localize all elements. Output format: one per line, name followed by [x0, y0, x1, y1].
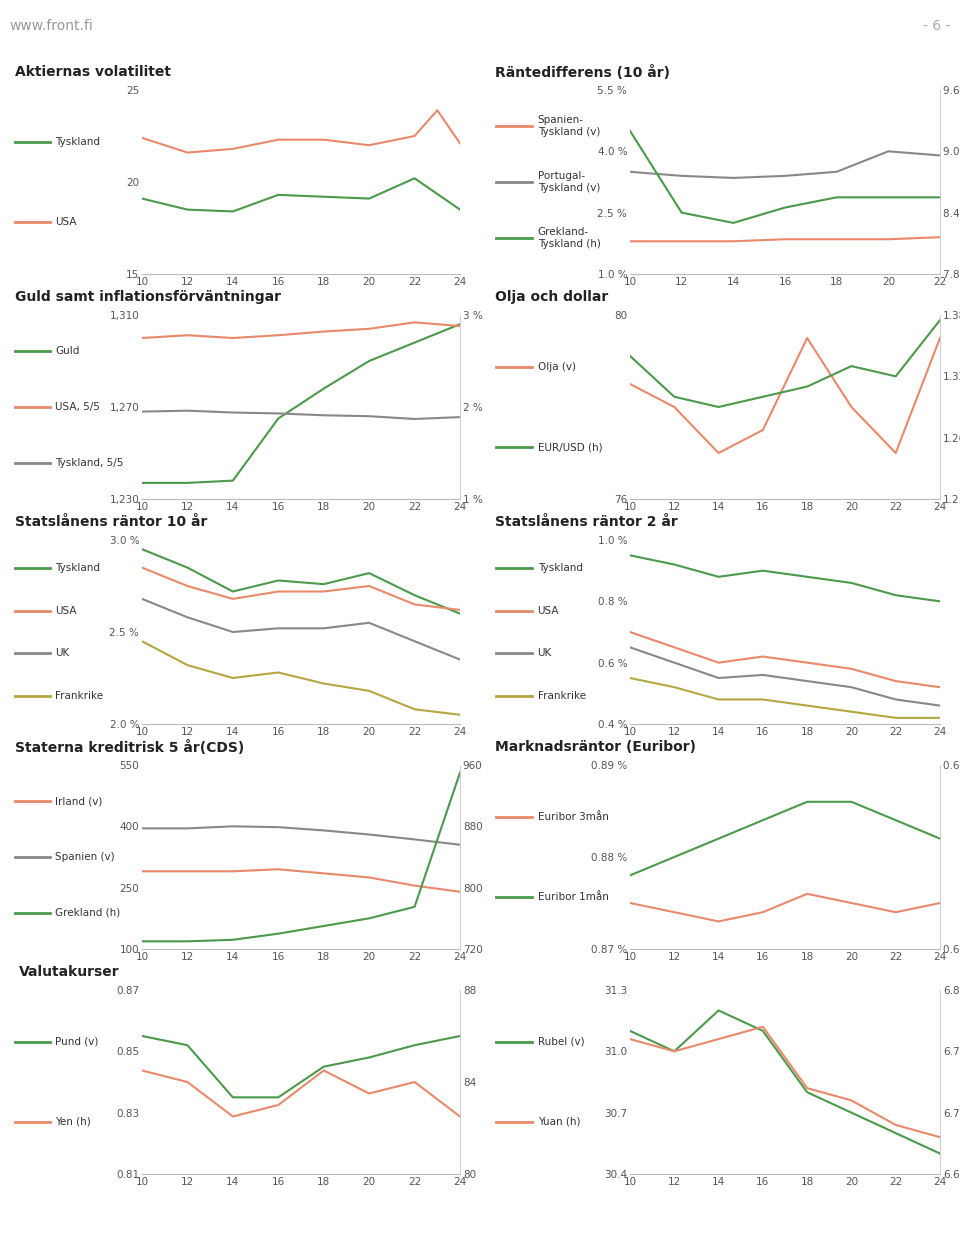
Text: Euribor 1mån: Euribor 1mån [538, 892, 609, 902]
Text: Frankrike: Frankrike [55, 691, 103, 701]
Text: Aktiernas volatilitet: Aktiernas volatilitet [14, 65, 171, 79]
Text: Yuan (h): Yuan (h) [538, 1118, 580, 1128]
Text: Olja och dollar: Olja och dollar [494, 290, 608, 304]
Text: Statslånens räntor 2 år: Statslånens räntor 2 år [494, 515, 678, 529]
Text: Euribor 3mån: Euribor 3mån [538, 812, 609, 822]
Text: Statslånens räntor 10 år: Statslånens räntor 10 år [14, 515, 207, 529]
Text: UK: UK [55, 649, 69, 659]
Text: Marknadsräntor (Euribor): Marknadsräntor (Euribor) [494, 740, 696, 754]
Text: Tyskland: Tyskland [55, 562, 100, 572]
Text: Grekland (h): Grekland (h) [55, 908, 120, 918]
Text: www.front.fi: www.front.fi [10, 19, 93, 32]
Text: Guld: Guld [55, 346, 80, 356]
Text: UK: UK [538, 649, 552, 659]
Text: Portugal-
Tyskland (v): Portugal- Tyskland (v) [538, 171, 600, 192]
Text: Irland (v): Irland (v) [55, 796, 103, 806]
Text: Olja (v): Olja (v) [538, 362, 576, 372]
Text: Tyskland: Tyskland [538, 562, 583, 572]
Text: - 6 -: - 6 - [923, 19, 950, 32]
Text: Staterna kreditrisk 5 år(CDS): Staterna kreditrisk 5 år(CDS) [14, 740, 244, 755]
Text: Guld samt inflationsförväntningar: Guld samt inflationsförväntningar [14, 290, 280, 304]
Text: USA, 5/5: USA, 5/5 [55, 402, 100, 412]
Text: Frankrike: Frankrike [538, 691, 586, 701]
Text: Valutakurser: Valutakurser [19, 965, 120, 979]
Text: Grekland-
Tyskland (h): Grekland- Tyskland (h) [538, 228, 600, 249]
Text: USA: USA [55, 605, 77, 615]
Text: Rubel (v): Rubel (v) [538, 1038, 585, 1048]
Text: Räntedifferens (10 år): Räntedifferens (10 år) [494, 65, 669, 80]
Text: Spanien-
Tyskland (v): Spanien- Tyskland (v) [538, 115, 600, 138]
Text: Spanien (v): Spanien (v) [55, 853, 114, 862]
Text: EUR/USD (h): EUR/USD (h) [538, 442, 602, 452]
Text: Pund (v): Pund (v) [55, 1038, 98, 1048]
Text: Tyskland: Tyskland [55, 138, 100, 148]
Text: USA: USA [55, 217, 77, 227]
Text: Tyskland, 5/5: Tyskland, 5/5 [55, 458, 123, 468]
Text: USA: USA [538, 605, 559, 615]
Text: Yen (h): Yen (h) [55, 1118, 90, 1128]
